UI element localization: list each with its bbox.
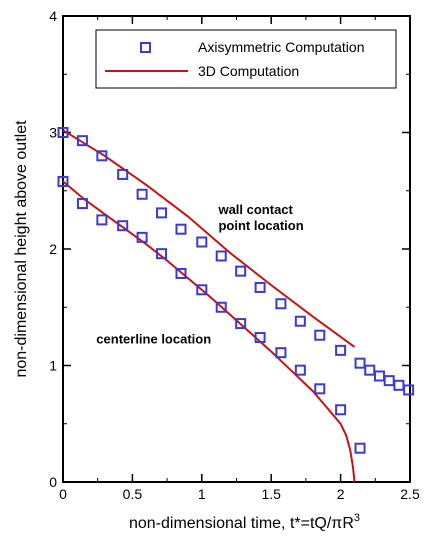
data-point-wall xyxy=(156,207,168,219)
data-point-centerline xyxy=(96,214,108,226)
data-point-centerline xyxy=(196,284,208,296)
data-point-wall xyxy=(294,315,306,327)
axis-titles: non-dimensional time, t*=tQ/πR3 non-dimen… xyxy=(13,120,360,532)
legend-marker-swatch xyxy=(140,42,151,53)
y-tick-label: 4 xyxy=(49,8,57,24)
data-point-centerline xyxy=(175,267,187,279)
data-point-wall xyxy=(403,384,415,396)
x-tick-label: 1 xyxy=(198,486,206,502)
data-point-centerline xyxy=(275,347,287,359)
data-point-wall xyxy=(215,250,227,262)
data-point-centerline xyxy=(215,301,227,313)
data-point-wall xyxy=(373,370,385,382)
data-point-wall xyxy=(57,127,69,138)
data-point-centerline xyxy=(117,220,129,232)
data-point-wall xyxy=(254,281,266,293)
data-point-centerline xyxy=(76,198,88,210)
y-axis-title: non-dimensional height above outlet xyxy=(13,120,30,378)
annotation-text: point location xyxy=(218,218,303,233)
data-point-centerline xyxy=(57,175,69,187)
legend-label: Axisymmetric Computation xyxy=(198,39,365,55)
data-point-wall xyxy=(393,379,405,391)
x-axis-title: non-dimensional time, t*=tQ/πR3 xyxy=(129,512,360,532)
annotation-text: centerline location xyxy=(96,331,211,346)
data-point-centerline xyxy=(235,318,247,330)
data-point-centerline xyxy=(136,231,148,243)
x-tick-label: 2 xyxy=(337,486,345,502)
data-point-wall xyxy=(275,298,287,310)
data-point-centerline xyxy=(335,404,347,416)
series-layer xyxy=(57,127,415,483)
data-point-wall xyxy=(136,188,148,200)
data-point-centerline xyxy=(314,383,326,395)
x-tick-label: 0 xyxy=(59,486,67,502)
data-point-wall xyxy=(383,375,395,387)
x-tick-label: 2.5 xyxy=(400,486,420,502)
y-tick-label: 1 xyxy=(49,358,57,374)
data-point-centerline xyxy=(156,248,168,260)
data-point-wall xyxy=(96,150,108,162)
data-point-centerline xyxy=(354,442,366,454)
x-axis-title-superscript: 3 xyxy=(354,512,360,524)
x-tick-label: 1.5 xyxy=(261,486,281,502)
data-point-wall xyxy=(117,168,129,180)
annotation-text: wall contact xyxy=(217,202,293,217)
data-point-wall xyxy=(335,344,347,356)
legend: Axisymmetric Computation 3D Computation xyxy=(95,29,397,89)
series-line-wall xyxy=(62,129,356,348)
x-tick-label: 0.5 xyxy=(123,486,143,502)
ticks: 0 0.5 1 1.5 2 2.5 0 1 2 3 4 xyxy=(49,8,420,502)
y-tick-label: 2 xyxy=(49,241,57,257)
data-point-wall xyxy=(196,236,208,248)
data-point-wall xyxy=(76,135,88,147)
y-tick-label: 0 xyxy=(49,474,57,490)
data-point-centerline xyxy=(254,332,266,344)
data-point-wall xyxy=(364,364,376,376)
data-point-wall xyxy=(235,265,247,277)
data-point-wall xyxy=(175,223,187,235)
data-point-wall xyxy=(314,329,326,341)
legend-label: 3D Computation xyxy=(198,63,299,79)
y-tick-label: 3 xyxy=(49,125,57,141)
data-point-wall xyxy=(354,357,366,369)
data-point-centerline xyxy=(294,364,306,376)
legend-box xyxy=(95,29,397,89)
